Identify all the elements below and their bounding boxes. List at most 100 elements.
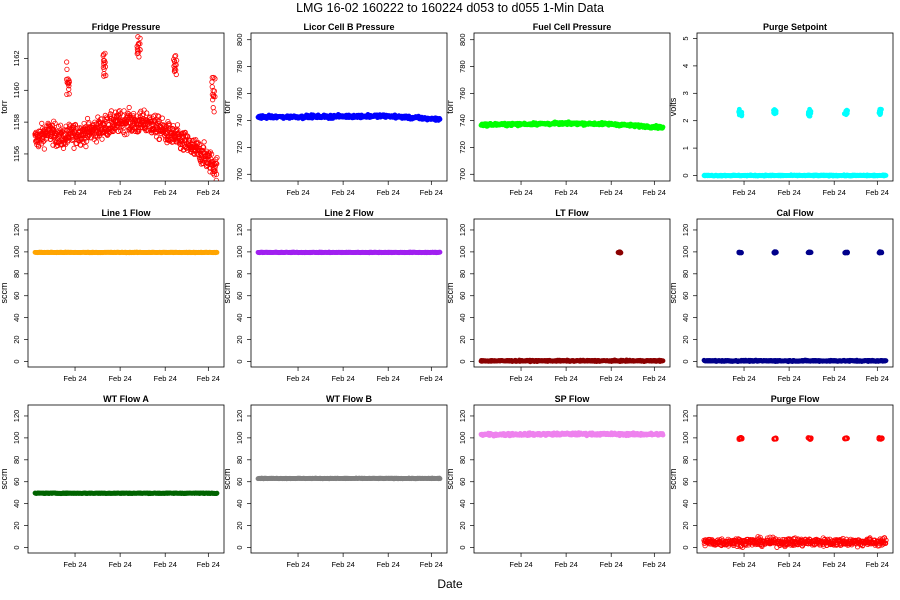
data-point: [81, 139, 87, 145]
x-tick-label: Feb 24: [643, 188, 666, 197]
x-tick-label: Feb 24: [866, 374, 889, 383]
data-point: [660, 124, 666, 130]
data-point: [100, 51, 107, 58]
data-point: [72, 121, 79, 128]
plot-frame: [250, 404, 448, 554]
data-point: [99, 136, 105, 142]
data-point: [211, 88, 217, 94]
data-point: [737, 249, 743, 255]
panel-title: Fuel Cell Pressure: [533, 22, 612, 32]
data-point: [118, 128, 124, 134]
data-point: [212, 168, 218, 174]
plot-frame: [473, 32, 671, 182]
y-tick-label: 100: [458, 246, 467, 259]
panel-title: WT Flow B: [326, 394, 372, 404]
x-tick-label: Feb 24: [554, 188, 577, 197]
y-axis-label: torr: [0, 100, 9, 114]
x-tick-label: Feb 24: [732, 374, 755, 383]
panel-title: WT Flow A: [103, 394, 149, 404]
data-point: [69, 137, 75, 143]
data-point: [214, 490, 220, 496]
data-point: [437, 249, 443, 255]
y-tick-label: 4: [681, 64, 690, 68]
y-tick-label: 120: [235, 224, 244, 237]
data-point: [64, 66, 70, 72]
y-tick-label: 5: [681, 36, 690, 40]
x-tick-label: Feb 24: [420, 374, 443, 383]
x-tick-label: Feb 24: [643, 374, 666, 383]
data-series: [701, 249, 889, 365]
data-point: [201, 139, 207, 145]
y-axis-label: sccm: [0, 283, 9, 304]
y-tick-label: 40: [12, 313, 21, 321]
data-point: [210, 105, 216, 111]
data-point: [772, 111, 778, 116]
data-point: [805, 250, 811, 255]
y-tick-label: 780: [235, 60, 244, 73]
data-point: [57, 122, 64, 128]
data-point: [842, 250, 848, 256]
data-series: [478, 249, 666, 365]
panel-title: Line 1 Flow: [101, 208, 151, 218]
x-tick-label: Feb 24: [331, 560, 354, 569]
y-axis-label: sccm: [0, 469, 9, 490]
data-point: [209, 151, 215, 157]
y-tick-label: 760: [458, 87, 467, 100]
data-point: [173, 71, 179, 78]
x-tick-label: Feb 24: [154, 188, 177, 197]
y-tick-label: 100: [235, 246, 244, 259]
x-tick-label: Feb 24: [554, 374, 577, 383]
x-tick-label: Feb 24: [377, 188, 400, 197]
data-point: [137, 41, 143, 47]
data-point: [212, 76, 218, 82]
data-point: [214, 161, 220, 167]
data-series: [32, 490, 220, 497]
data-point: [172, 65, 178, 72]
y-tick-label: 20: [681, 335, 690, 343]
y-tick-label: 1: [681, 146, 690, 150]
data-point: [141, 107, 147, 113]
y-tick-label: 1162: [12, 50, 21, 66]
y-tick-label: 0: [235, 359, 244, 363]
x-tick-label: Feb 24: [63, 188, 86, 197]
data-series: [32, 34, 220, 181]
y-tick-label: 0: [12, 545, 21, 549]
x-tick-label: Feb 24: [823, 188, 846, 197]
data-point: [171, 58, 178, 64]
data-point: [437, 476, 443, 482]
y-tick-label: 80: [458, 270, 467, 278]
data-point: [879, 249, 884, 255]
data-point: [167, 125, 173, 132]
data-point: [163, 126, 170, 132]
data-point: [180, 130, 186, 136]
data-point: [52, 120, 58, 126]
data-point: [211, 172, 217, 178]
y-tick-label: 60: [12, 292, 21, 300]
y-tick-label: 40: [12, 499, 21, 507]
y-tick-label: 780: [458, 60, 467, 73]
y-tick-label: 40: [235, 313, 244, 321]
data-point: [883, 173, 889, 178]
y-tick-label: 120: [458, 224, 467, 237]
data-point: [197, 141, 203, 148]
data-series: [478, 430, 666, 439]
x-tick-label: Feb 24: [108, 560, 131, 569]
y-tick-label: 80: [235, 456, 244, 464]
data-point: [213, 171, 220, 177]
y-tick-label: 20: [235, 521, 244, 529]
data-point: [883, 358, 889, 364]
y-tick-label: 40: [458, 313, 467, 321]
y-tick-label: 800: [458, 33, 467, 46]
data-point: [130, 110, 137, 117]
y-tick-label: 20: [235, 335, 244, 343]
data-point: [137, 35, 143, 41]
x-tick-label: Feb 24: [732, 188, 755, 197]
data-series: [701, 106, 889, 179]
x-tick-label: Feb 24: [377, 560, 400, 569]
data-point: [124, 131, 130, 137]
panel-title: Licor Cell B Pressure: [303, 22, 394, 32]
data-point: [36, 142, 42, 148]
